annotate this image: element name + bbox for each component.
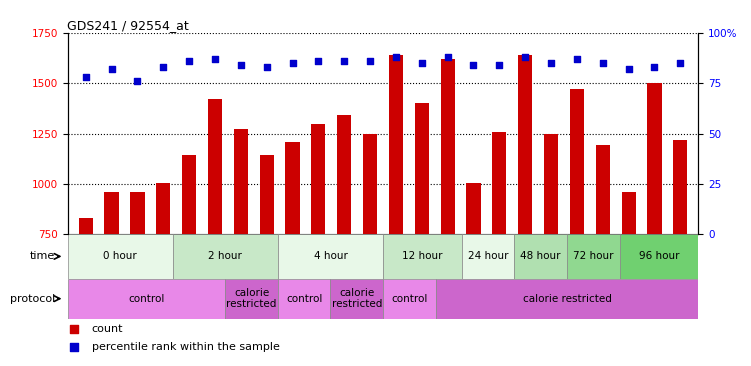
- Point: [157, 64, 169, 70]
- Bar: [570, 89, 584, 234]
- Bar: [518, 55, 532, 234]
- Text: 0 hour: 0 hour: [104, 251, 137, 261]
- Bar: [544, 134, 558, 234]
- Bar: [383, 234, 462, 279]
- Bar: [278, 279, 330, 319]
- Bar: [441, 59, 455, 234]
- Point: [545, 60, 557, 66]
- Point: [131, 78, 143, 84]
- Bar: [514, 234, 567, 279]
- Bar: [415, 104, 429, 234]
- Bar: [596, 145, 610, 234]
- Bar: [462, 234, 514, 279]
- Bar: [285, 142, 300, 234]
- Bar: [389, 55, 403, 234]
- Point: [571, 56, 583, 62]
- Bar: [622, 192, 636, 234]
- Bar: [156, 183, 170, 234]
- Text: control: control: [128, 294, 164, 304]
- Text: calorie
restricted: calorie restricted: [331, 288, 382, 310]
- Text: protocol: protocol: [10, 294, 55, 304]
- Text: 12 hour: 12 hour: [403, 251, 442, 261]
- Bar: [225, 279, 278, 319]
- Point: [467, 62, 479, 68]
- Point: [416, 60, 428, 66]
- Bar: [68, 279, 225, 319]
- Point: [80, 74, 92, 80]
- Bar: [337, 116, 351, 234]
- Point: [493, 62, 505, 68]
- Point: [338, 58, 350, 64]
- Bar: [330, 279, 383, 319]
- Text: count: count: [92, 324, 123, 334]
- Bar: [311, 124, 325, 234]
- Bar: [466, 183, 481, 234]
- Text: calorie restricted: calorie restricted: [523, 294, 611, 304]
- Bar: [647, 83, 662, 234]
- Bar: [260, 155, 274, 234]
- Text: GDS241 / 92554_at: GDS241 / 92554_at: [67, 19, 189, 32]
- Point: [106, 66, 118, 72]
- Point: [674, 60, 686, 66]
- Point: [648, 64, 660, 70]
- Text: 96 hour: 96 hour: [639, 251, 679, 261]
- Point: [442, 54, 454, 60]
- Point: [434, 97, 446, 103]
- Point: [312, 58, 324, 64]
- Point: [519, 54, 531, 60]
- Text: control: control: [286, 294, 322, 304]
- Point: [287, 60, 299, 66]
- Text: percentile rank within the sample: percentile rank within the sample: [92, 342, 279, 352]
- Text: 24 hour: 24 hour: [468, 251, 508, 261]
- Point: [364, 58, 376, 64]
- Bar: [567, 234, 620, 279]
- Bar: [182, 155, 196, 234]
- Bar: [104, 192, 119, 234]
- Text: 2 hour: 2 hour: [208, 251, 243, 261]
- Text: time: time: [30, 251, 55, 261]
- Text: 72 hour: 72 hour: [573, 251, 614, 261]
- Bar: [79, 218, 93, 234]
- Point: [261, 64, 273, 70]
- Point: [434, 262, 446, 268]
- Point: [183, 58, 195, 64]
- Point: [390, 54, 402, 60]
- Bar: [234, 128, 248, 234]
- Bar: [673, 140, 687, 234]
- Bar: [130, 192, 144, 234]
- Bar: [383, 279, 436, 319]
- Point: [235, 62, 247, 68]
- Bar: [363, 134, 377, 234]
- Bar: [278, 234, 383, 279]
- Bar: [173, 234, 278, 279]
- Bar: [68, 234, 173, 279]
- Text: calorie
restricted: calorie restricted: [226, 288, 277, 310]
- Point: [209, 56, 221, 62]
- Bar: [620, 234, 698, 279]
- Text: 4 hour: 4 hour: [313, 251, 348, 261]
- Point: [597, 60, 609, 66]
- Bar: [492, 132, 506, 234]
- Bar: [436, 279, 698, 319]
- Text: control: control: [391, 294, 427, 304]
- Point: [623, 66, 635, 72]
- Bar: [208, 100, 222, 234]
- Text: 48 hour: 48 hour: [520, 251, 561, 261]
